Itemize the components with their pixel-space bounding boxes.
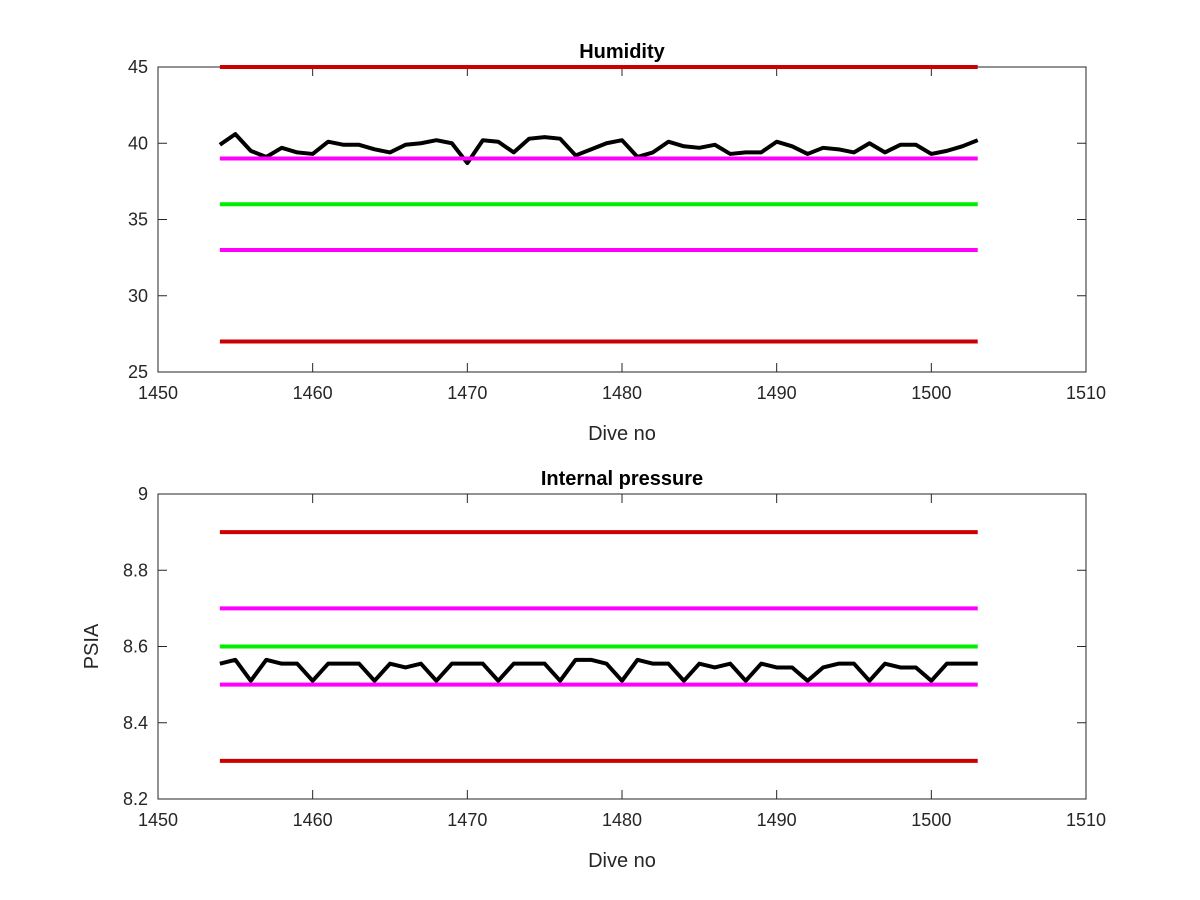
humidity-x-tick-label: 1480 — [602, 383, 642, 403]
internal-pressure-x-axis-label: Dive no — [588, 850, 656, 872]
humidity-y-tick-label: 45 — [128, 57, 148, 77]
internal-pressure-x-tick-label: 1460 — [293, 810, 333, 830]
humidity-y-tick-label: 25 — [128, 362, 148, 382]
humidity-x-tick-label: 1510 — [1066, 383, 1106, 403]
humidity-title: Humidity — [579, 41, 665, 63]
humidity-x-tick-label: 1490 — [757, 383, 797, 403]
humidity-subplot: 1450 1460 1470 1480 1490 1500 1510 25 30 35 40 45 Hu… — [128, 41, 1106, 445]
internal-pressure-title: Internal pressure — [541, 468, 703, 490]
internal-pressure-x-tick-label: 1500 — [911, 810, 951, 830]
humidity-axes-box — [157, 66, 1087, 373]
internal-pressure-y-tick-label: 8.8 — [123, 560, 148, 580]
internal-pressure-x-tick-label: 1490 — [757, 810, 797, 830]
humidity-y-tick-label: 30 — [128, 286, 148, 306]
humidity-y-tick-label: 40 — [128, 133, 148, 153]
internal-pressure-x-tick-label: 1510 — [1066, 810, 1106, 830]
internal-pressure-x-tick-label: 1480 — [602, 810, 642, 830]
internal-pressure-y-tick-label: 8.6 — [123, 637, 148, 657]
internal-pressure-y-tick-label: 9 — [138, 484, 148, 504]
internal-pressure-y-tick-label: 8.4 — [123, 713, 148, 733]
internal-pressure-subplot: 1450 1460 1470 1480 1490 1500 1510 8.2 8.4 8.6 8.8… — [81, 468, 1106, 872]
humidity-x-tick-label: 1450 — [138, 383, 178, 403]
internal-pressure-x-tick-label: 1450 — [138, 810, 178, 830]
internal-pressure-y-tick-label: 8.2 — [123, 789, 148, 809]
humidity-x-tick-label: 1500 — [911, 383, 951, 403]
humidity-data-line — [218, 132, 979, 166]
humidity-x-tick-label: 1470 — [447, 383, 487, 403]
internal-pressure-data-line — [219, 657, 978, 683]
humidity-x-axis-label: Dive no — [588, 423, 656, 445]
humidity-y-tick-label: 35 — [128, 210, 148, 230]
internal-pressure-y-axis-label: PSIA — [81, 623, 103, 669]
internal-pressure-x-tick-label: 1470 — [447, 810, 487, 830]
humidity-x-tick-label: 1460 — [293, 383, 333, 403]
